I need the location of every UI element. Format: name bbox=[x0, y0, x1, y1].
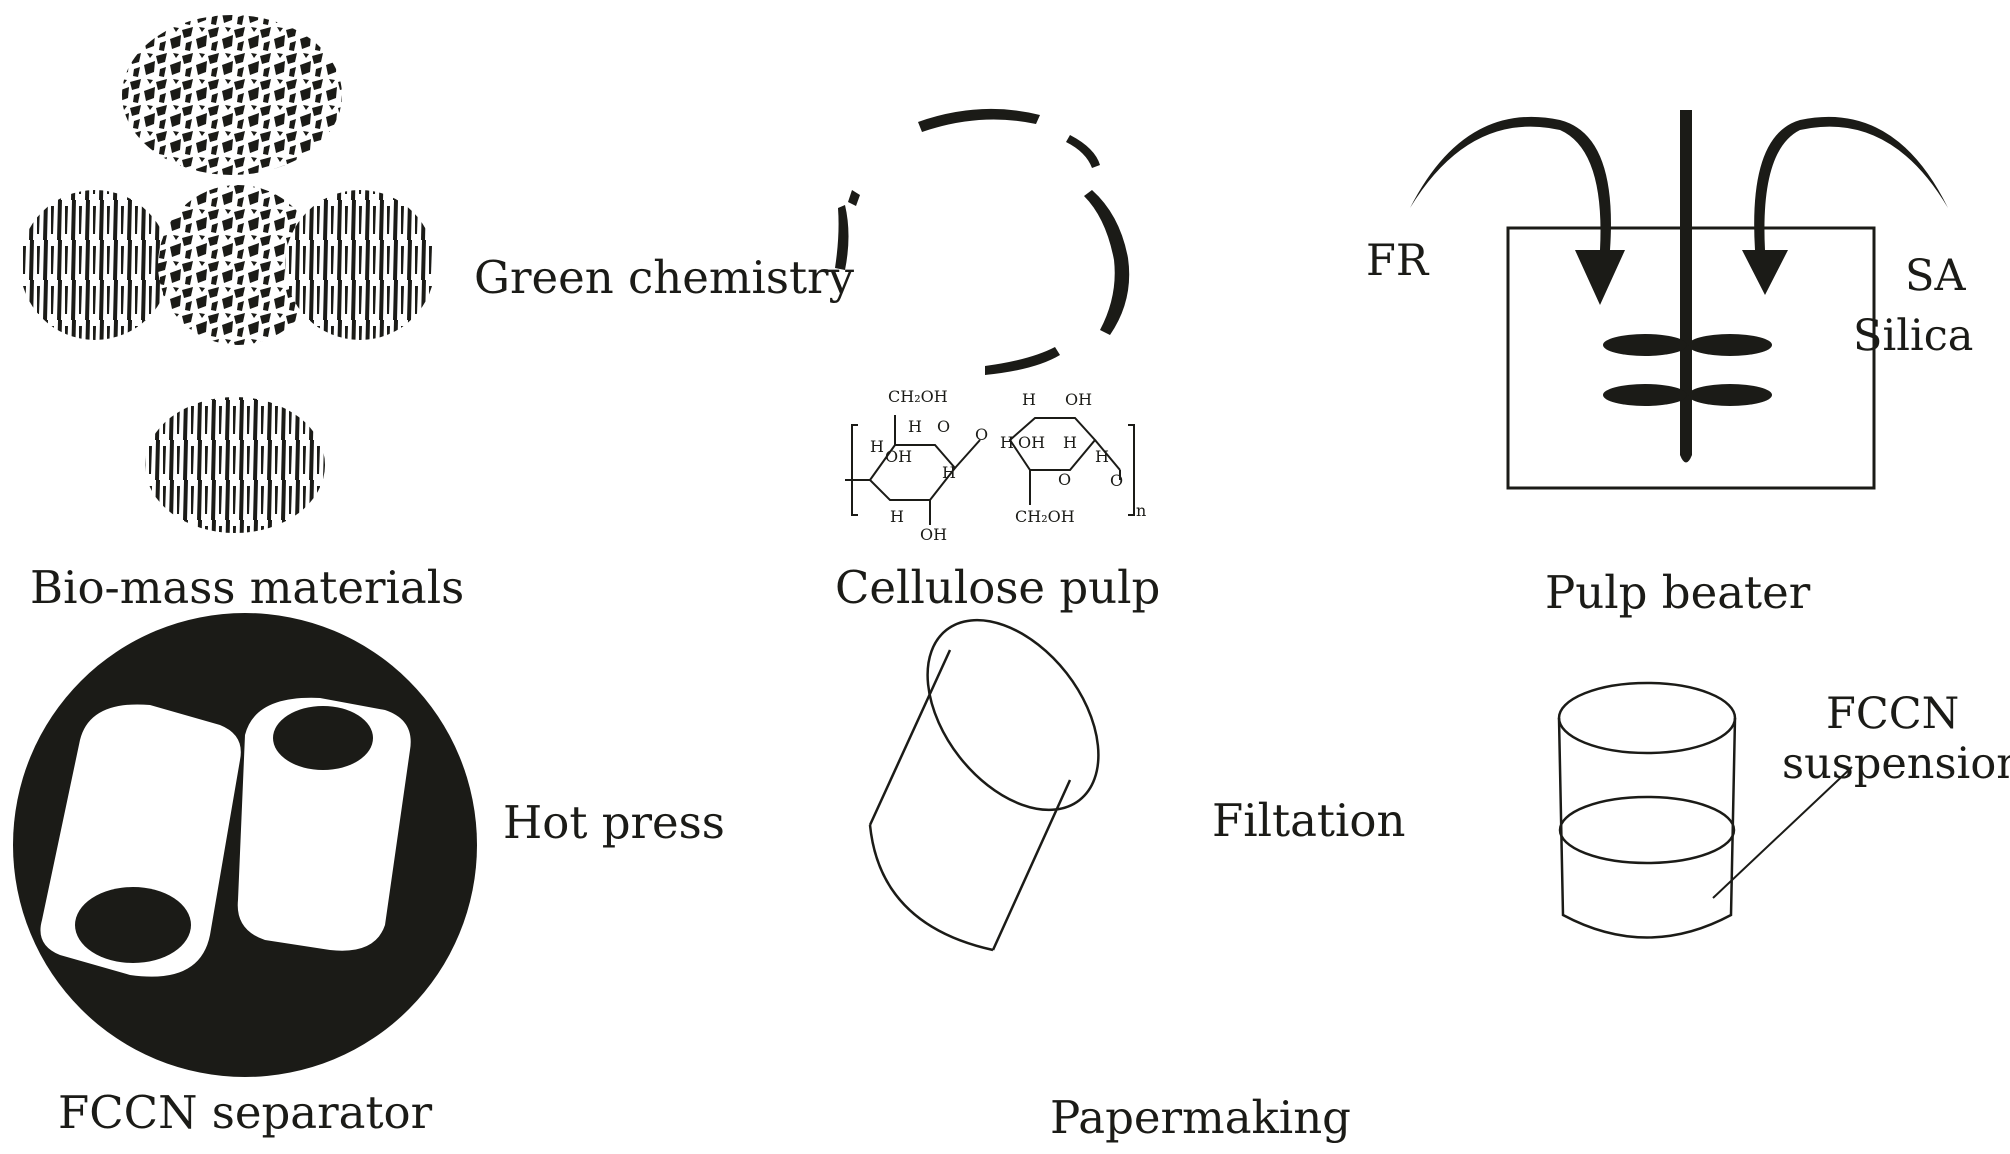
beater-shaft bbox=[1680, 110, 1692, 463]
suspension-pointer bbox=[1712, 766, 1853, 899]
chem-oh-2: OH bbox=[920, 525, 947, 544]
cellulose-structure bbox=[845, 415, 1135, 525]
caption-pulp-beater: Pulp beater bbox=[1545, 566, 1811, 619]
cellulose-structure-labels: CH₂OH H O OH H H H OH O H OH H OH H O H … bbox=[870, 387, 1146, 544]
chem-oh-3: OH bbox=[1065, 390, 1092, 409]
step-hot-press: Hot press bbox=[503, 796, 725, 849]
chem-h-2: H bbox=[870, 437, 884, 456]
input-silica: Silica bbox=[1853, 311, 1974, 361]
chem-h-1: H bbox=[908, 417, 922, 436]
chem-h-3: H bbox=[942, 463, 956, 482]
step-green-chemistry: Green chemistry bbox=[474, 251, 854, 304]
chem-o-link: O bbox=[975, 425, 988, 444]
caption-fccn-separator: FCCN separator bbox=[58, 1086, 433, 1139]
chem-n: n bbox=[1136, 501, 1146, 520]
chem-h-4: H bbox=[890, 507, 904, 526]
input-fr: FR bbox=[1366, 236, 1429, 286]
biomass-reed-bottom bbox=[145, 397, 325, 533]
separator-tube-left-hole bbox=[75, 887, 191, 963]
suspension-beaker bbox=[1557, 681, 1853, 939]
chem-oh-1: OH bbox=[885, 447, 912, 466]
suspension-label-line1: FCCN bbox=[1826, 689, 1960, 739]
chem-ch2oh-top: CH₂OH bbox=[888, 387, 948, 406]
step-filtation: Filtation bbox=[1212, 794, 1406, 847]
chem-h-6: H bbox=[1000, 433, 1014, 452]
separator-tube-right-hole bbox=[273, 706, 373, 770]
caption-cellulose: Cellulose pulp bbox=[835, 561, 1161, 614]
input-sa: SA bbox=[1905, 251, 1966, 301]
arrow-fr-in bbox=[1410, 116, 1625, 305]
chem-oh-4: OH bbox=[1018, 433, 1045, 452]
fccn-separator-image bbox=[13, 613, 477, 1077]
beater-blade-lower-left bbox=[1603, 384, 1687, 406]
cellulose-pulp-image bbox=[835, 108, 1130, 375]
beaker-liquid-surface bbox=[1558, 795, 1736, 865]
chem-ch2oh-bottom: CH₂OH bbox=[1015, 507, 1075, 526]
biomass-center bbox=[158, 185, 318, 345]
chem-h-5: H bbox=[1022, 390, 1036, 409]
beater-blade-upper-left bbox=[1603, 334, 1687, 356]
beaker-rim bbox=[1557, 681, 1737, 755]
biomass-wood-chips bbox=[122, 15, 342, 175]
pulp-beater bbox=[1410, 110, 1948, 490]
chem-o-ring-2: O bbox=[1058, 470, 1071, 489]
beater-blade-lower-right bbox=[1688, 384, 1772, 406]
chem-h-7: H bbox=[1063, 433, 1077, 452]
chem-o-ring-1: O bbox=[937, 417, 950, 436]
suspension-label-line2: suspension bbox=[1782, 739, 2010, 789]
separator-tube-right bbox=[237, 697, 411, 951]
biomass-images bbox=[20, 15, 435, 533]
caption-papermaking: Papermaking bbox=[1050, 1091, 1351, 1144]
caption-biomass: Bio-mass materials bbox=[30, 561, 465, 614]
arrow-sa-silica-in bbox=[1742, 116, 1948, 295]
biomass-straw-right bbox=[285, 190, 435, 340]
biomass-straw-left bbox=[20, 190, 170, 340]
chem-o-end: O bbox=[1110, 471, 1123, 490]
papermaking-cylinder bbox=[868, 618, 1100, 952]
beater-blade-upper-right bbox=[1688, 334, 1772, 356]
chem-h-8: H bbox=[1095, 447, 1109, 466]
